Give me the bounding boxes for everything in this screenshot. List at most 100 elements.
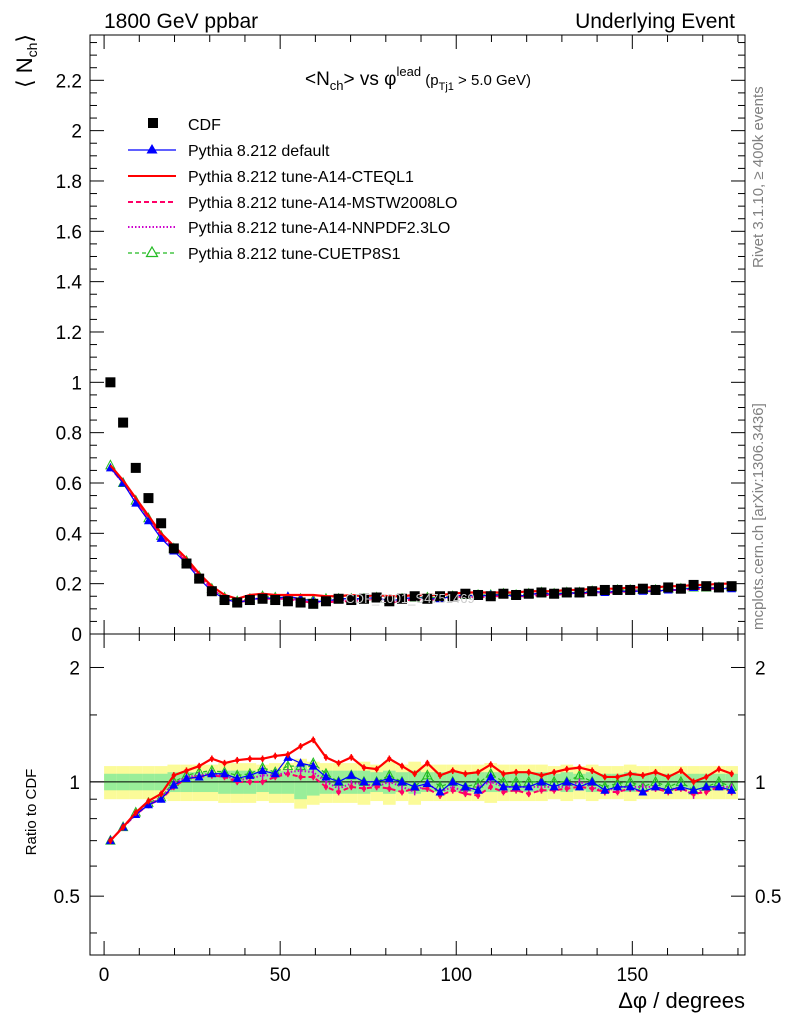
- ratio-point-pythia-8-212-default-43: [651, 781, 661, 791]
- ratio-point-pythia-8-212-default-47: [701, 781, 711, 791]
- ratio-ytick-label-right-2: 2: [755, 658, 766, 679]
- ratio-xtick-label-2: 100: [440, 965, 472, 986]
- cdf-point-9: [219, 595, 230, 606]
- ratio-point-pythia-8-212-tune-a14-cteql1-4: [158, 791, 164, 796]
- rivet-label: Rivet 3.1.10, ≥ 400k events: [750, 86, 767, 268]
- ratio-xtick-label-3: 150: [616, 965, 648, 986]
- ratio-point-pythia-8-212-tune-a14-cteql1-45: [678, 768, 684, 773]
- ratio-point-pythia-8-212-default-11: [245, 770, 255, 779]
- ratio-point-pythia-8-212-tune-a14-cteql1-25: [425, 760, 430, 766]
- main-ytick-label-9: 1.8: [56, 172, 82, 193]
- legend-entry-cteql1: Pythia 8.212 tune-A14-CTEQL1: [128, 169, 414, 186]
- ratio-point-pythia-8-212-tune-a14-cteql1-18: [336, 760, 341, 766]
- chart-title: <Nch> vs φlead (pTj1 > 5.0 GeV): [305, 64, 531, 93]
- ratio-point-pythia-8-212-default-19: [346, 770, 356, 779]
- main-ytick-label-6: 1.2: [56, 323, 82, 344]
- ratio-point-pythia-8-212-default-29: [473, 785, 483, 794]
- ratio-ytick-label-right-1: 1: [755, 773, 766, 794]
- series-layer: [105, 377, 737, 845]
- cdf-point-10: [232, 597, 243, 608]
- ratio-point-pythia-8-212-tune-a14-mstw2008lo-15: [298, 774, 303, 780]
- ratio-point-pythia-8-212-tune-a14-cteql1-49: [729, 771, 734, 776]
- main-ytick-label-11: 2.2: [56, 71, 82, 92]
- main-ytick-label-5: 1: [71, 373, 82, 394]
- legend-label-cteql1: Pythia 8.212 tune-A14-CTEQL1: [188, 169, 414, 186]
- ratio-point-pythia-8-212-tune-a14-cteql1-5: [171, 773, 177, 778]
- ratio-band-inner-16: [306, 769, 320, 796]
- main-ytick-label-4: 0.8: [56, 424, 82, 445]
- ratio-point-pythia-8-212-default-25: [422, 778, 432, 787]
- main-ytick-label-1: 0.2: [56, 575, 82, 596]
- legend-label-cdf: CDF: [188, 117, 221, 134]
- cdf-point-16: [308, 598, 319, 609]
- ratio-point-pythia-8-212-tune-a14-cteql1-44: [666, 774, 671, 780]
- svg-text:mcplots.cern.ch [arXiv:1306.34: mcplots.cern.ch [arXiv:1306.3436]: [750, 403, 767, 630]
- ratio-point-pythia-8-212-default-39: [600, 785, 610, 794]
- ratio-point-pythia-8-212-tune-a14-mstw2008lo-38: [589, 786, 595, 791]
- cdf-point-34: [536, 587, 547, 598]
- ratio-point-pythia-8-212-tune-a14-mstw2008lo-12: [260, 779, 265, 785]
- ratio-point-pythia-8-212-default-8: [207, 768, 217, 778]
- header-left: 1800 GeV ppbar: [104, 10, 258, 33]
- ratio-point-pythia-8-212-tune-a14-cteql1-30: [488, 762, 493, 767]
- ratio-point-pythia-8-212-default-18: [334, 776, 344, 786]
- ratio-point-pythia-8-212-default-6: [181, 773, 191, 783]
- ratio-point-pythia-8-212-default-28: [460, 781, 470, 791]
- ratio-point-pythia-8-212-tune-a14-cteql1-16: [311, 737, 316, 743]
- ratio-point-pythia-8-212-tune-a14-mstw2008lo-22: [387, 786, 392, 791]
- main-point-pythia-8-212-default-2: [131, 498, 141, 507]
- ratio-xtick-label-0: 0: [99, 965, 110, 986]
- ratio-point-pythia-8-212-tune-a14-mstw2008lo-29: [475, 793, 481, 798]
- ticks-layer: 0 0.2 0.4 0.6 0.8 1 1.2 1.4 1.6 1.8 2 2.2 0 50 100 150 0…: [54, 35, 781, 986]
- ratio-point-pythia-8-212-tune-a14-cteql1-33: [526, 770, 531, 775]
- ratio-point-pythia-8-212-tune-a14-cteql1-47: [704, 774, 709, 780]
- cdf-point-8: [206, 586, 217, 597]
- ratio-point-pythia-8-212-default-24: [410, 781, 420, 791]
- cdf-point-28: [460, 588, 471, 599]
- ratio-point-pythia-8-212-tune-a14-cteql1-26: [437, 773, 443, 778]
- ratio-point-pythia-8-212-default-20: [359, 776, 369, 786]
- ratio-point-pythia-8-212-default-15: [296, 758, 306, 767]
- cdf-point-36: [561, 587, 572, 598]
- cdf-point-3: [143, 493, 154, 504]
- ratio-point-pythia-8-212-tune-a14-cteql1-11: [247, 756, 253, 761]
- ratio-point-pythia-8-212-default-17: [321, 771, 331, 781]
- cdf-point-35: [549, 588, 560, 599]
- ratio-point-pythia-8-212-tune-a14-cteql1-20: [361, 765, 367, 770]
- ratio-point-pythia-8-212-tune-a14-mstw2008lo-47: [704, 789, 709, 795]
- ratio-point-pythia-8-212-default-34: [536, 776, 546, 786]
- ratio-point-pythia-8-212-tune-a14-mstw2008lo-31: [501, 789, 506, 795]
- cdf-point-46: [688, 579, 699, 590]
- cdf-point-32: [511, 589, 522, 600]
- main-point-pythia-8-212-default-3: [143, 515, 153, 525]
- ratio-point-pythia-8-212-default-41: [625, 781, 635, 791]
- ratio-point-pythia-8-212-tune-a14-cteql1-19: [349, 755, 354, 760]
- ratio-point-pythia-8-212-tune-a14-cteql1-15: [298, 744, 303, 749]
- ratio-point-pythia-8-212-default-10: [232, 773, 242, 783]
- ratio-point-pythia-8-212-default-22: [384, 773, 394, 783]
- ratio-point-pythia-8-212-tune-a14-mstw2008lo-16: [311, 774, 316, 780]
- ratio-point-pythia-8-212-tune-a14-cteql1-37: [577, 765, 582, 770]
- ratio-point-pythia-8-212-tune-a14-cteql1-14: [285, 752, 291, 757]
- svg-text:Rivet 3.1.10, ≥ 400k events: Rivet 3.1.10, ≥ 400k events: [750, 86, 767, 268]
- cdf-point-48: [713, 582, 724, 593]
- ratio-ytick-label-left-2: 2: [69, 658, 80, 679]
- cdf-point-49: [726, 581, 737, 592]
- cdf-point-29: [473, 589, 484, 600]
- cdf-point-45: [675, 583, 686, 594]
- ratio-ytick-label-right-0: 0.5: [755, 887, 781, 908]
- cdf-point-42: [637, 583, 648, 594]
- ratio-point-pythia-8-212-default-35: [549, 781, 559, 791]
- ratio-point-pythia-8-212-default-48: [714, 781, 724, 791]
- legend-entry-cuetp8s1: Pythia 8.212 tune-CUETP8S1: [128, 245, 401, 263]
- ratio-point-pythia-8-212-tune-a14-cteql1-32: [513, 770, 519, 775]
- cdf-point-17: [320, 596, 331, 607]
- cdf-point-5: [168, 543, 179, 554]
- cdf-point-1: [118, 417, 129, 428]
- cdf-point-37: [574, 587, 585, 598]
- ratio-point-pythia-8-212-tune-a14-cteql1-39: [602, 774, 608, 780]
- legend-label-default: Pythia 8.212 default: [188, 143, 330, 160]
- legend-label-cuetp8s1: Pythia 8.212 tune-CUETP8S1: [188, 246, 401, 263]
- legend-entry-cdf: CDF: [148, 117, 221, 134]
